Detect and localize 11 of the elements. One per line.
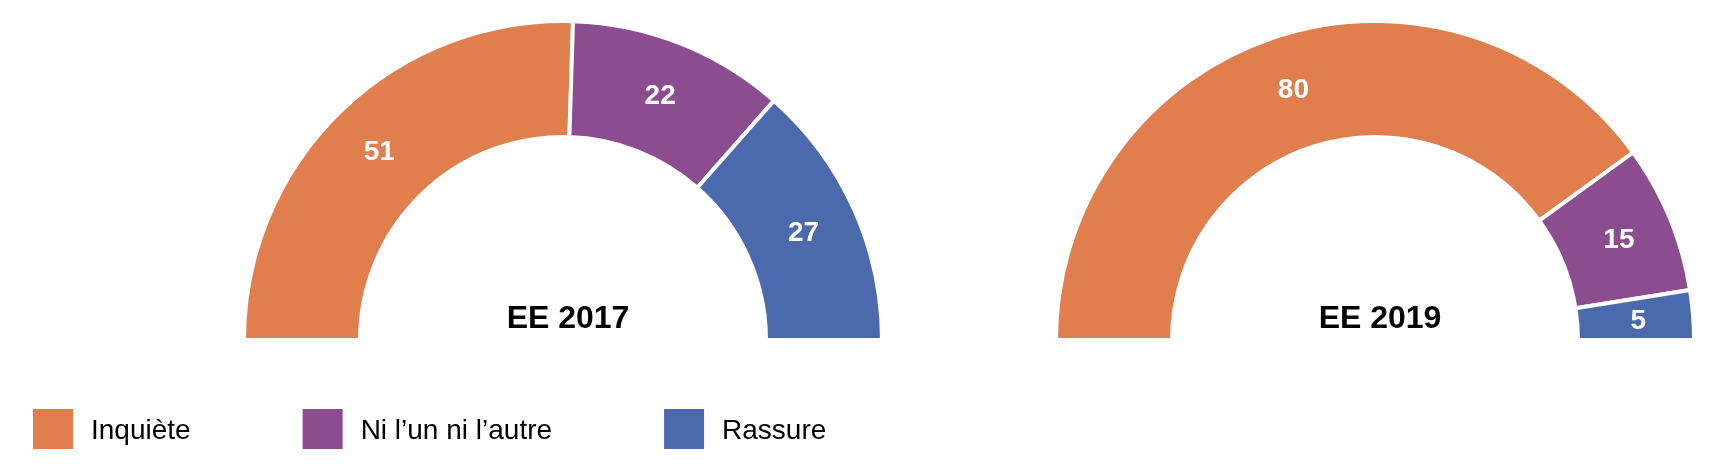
- legend-label: Rassure: [722, 413, 827, 445]
- data-label: 22: [644, 79, 676, 111]
- data-label: 51: [363, 134, 395, 166]
- data-label: 27: [788, 215, 820, 247]
- legend-label: Inquiète: [91, 413, 191, 445]
- data-label: 5: [1630, 303, 1646, 335]
- legend-label: Ni l’un ni l’autre: [360, 413, 553, 445]
- data-label: 80: [1277, 73, 1309, 105]
- text: EE 2017: [506, 299, 630, 335]
- data-label: 15: [1603, 223, 1635, 255]
- text: EE 2019: [1318, 299, 1442, 335]
